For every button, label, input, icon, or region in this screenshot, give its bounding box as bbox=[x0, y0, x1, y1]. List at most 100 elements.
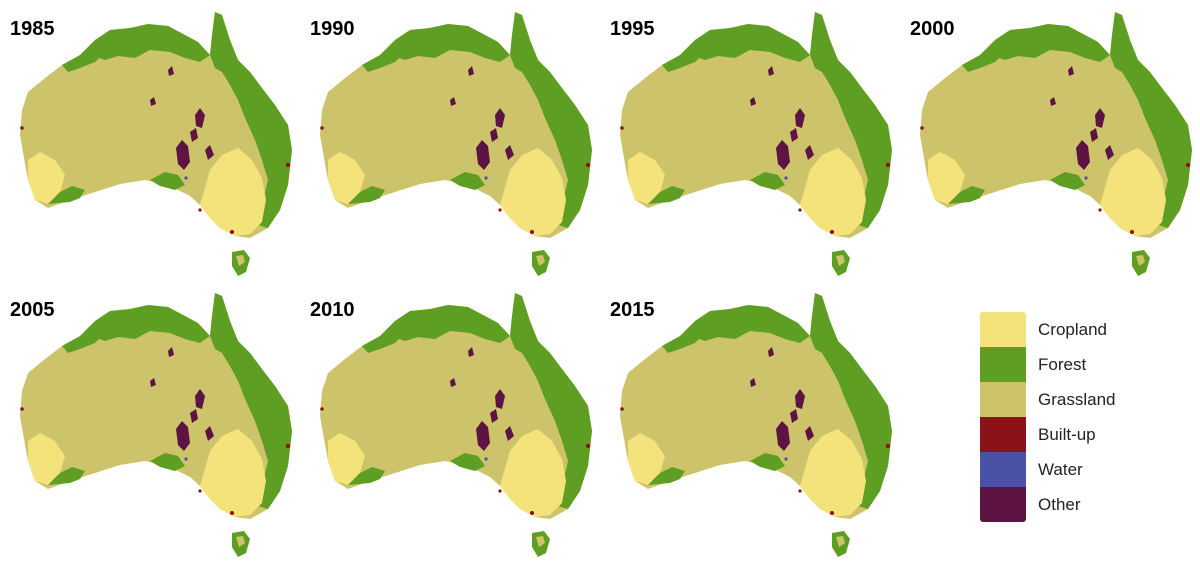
forest-northwest bbox=[62, 321, 105, 353]
other-land-patch-2 bbox=[795, 108, 805, 128]
legend-label-builtup: Built-up bbox=[1038, 425, 1096, 444]
other-land-patch-5 bbox=[750, 378, 756, 387]
built-up-site-1 bbox=[885, 162, 891, 168]
forest-northwest bbox=[362, 321, 405, 353]
australia-land-cover-map bbox=[320, 12, 592, 276]
built-up-site-4 bbox=[498, 489, 502, 493]
australia-land-cover-map bbox=[920, 12, 1192, 276]
other-land-patch-5 bbox=[150, 378, 156, 387]
other-land-patch-6 bbox=[768, 66, 774, 76]
forest-north bbox=[390, 24, 510, 62]
forest-north bbox=[690, 305, 810, 343]
year-label: 2005 bbox=[10, 299, 55, 321]
other-land-patch-3 bbox=[490, 128, 498, 142]
year-label: 1985 bbox=[10, 18, 55, 40]
tasmania-grassland bbox=[836, 536, 845, 547]
other-land-patch-6 bbox=[168, 347, 174, 357]
forest-north bbox=[390, 305, 510, 343]
australia-land-cover-map bbox=[620, 293, 892, 557]
australia-land-cover-map bbox=[320, 293, 592, 557]
cropland-southwest bbox=[628, 433, 665, 485]
cropland-southwest bbox=[628, 152, 665, 204]
water-body bbox=[784, 176, 788, 180]
year-label: 2000 bbox=[910, 18, 955, 40]
built-up-site-4 bbox=[1098, 208, 1102, 212]
forest-south bbox=[750, 172, 785, 190]
cropland-southeast bbox=[1100, 148, 1166, 236]
built-up-site-3 bbox=[620, 126, 624, 130]
built-up-site-1 bbox=[1185, 162, 1191, 168]
legend-swatch-forest bbox=[980, 347, 1026, 382]
other-land-patch-6 bbox=[1068, 66, 1074, 76]
legend-label-grassland: Grassland bbox=[1038, 390, 1116, 409]
other-land-patch-4 bbox=[205, 426, 214, 441]
cropland-southeast bbox=[200, 148, 266, 236]
built-up-site-4 bbox=[198, 489, 202, 493]
built-up-site-3 bbox=[920, 126, 924, 130]
other-land-patch-2 bbox=[495, 389, 505, 409]
forest-southwest bbox=[348, 186, 385, 204]
forest-east bbox=[210, 12, 292, 228]
map-panel-1990: 1990 bbox=[300, 0, 600, 281]
other-land-patch-6 bbox=[768, 347, 774, 357]
water-body bbox=[1084, 176, 1088, 180]
built-up-site-4 bbox=[198, 208, 202, 212]
water-body bbox=[184, 176, 188, 180]
forest-north bbox=[990, 24, 1110, 62]
built-up-site-3 bbox=[320, 126, 324, 130]
other-land-patch-1 bbox=[1076, 140, 1090, 170]
tasmania-grassland bbox=[836, 255, 845, 266]
forest-northwest bbox=[62, 40, 105, 72]
other-land-patch-5 bbox=[150, 97, 156, 106]
water-body bbox=[484, 457, 488, 461]
cropland-southeast bbox=[800, 148, 866, 236]
built-up-site-1 bbox=[585, 443, 591, 449]
water-body bbox=[484, 176, 488, 180]
forest-east bbox=[510, 12, 592, 228]
legend-swatch-cropland bbox=[980, 312, 1026, 347]
forest-southwest bbox=[948, 186, 985, 204]
forest-southwest bbox=[48, 186, 85, 204]
legend-label-water: Water bbox=[1038, 460, 1083, 479]
other-land-patch-4 bbox=[1105, 145, 1114, 160]
built-up-site-2 bbox=[230, 511, 234, 515]
tasmania-grassland bbox=[1136, 255, 1145, 266]
forest-southwest bbox=[348, 467, 385, 485]
built-up-site-1 bbox=[285, 443, 291, 449]
legend-label-cropland: Cropland bbox=[1038, 320, 1107, 339]
built-up-site-4 bbox=[798, 489, 802, 493]
other-land-patch-1 bbox=[176, 140, 190, 170]
legend-label-forest: Forest bbox=[1038, 355, 1087, 374]
tasmania-grassland bbox=[236, 255, 245, 266]
map-panel-2000: 2000 bbox=[900, 0, 1200, 281]
forest-south bbox=[450, 453, 485, 471]
cropland-southwest bbox=[928, 152, 965, 204]
other-land-patch-6 bbox=[468, 347, 474, 357]
other-land-patch-3 bbox=[1090, 128, 1098, 142]
built-up-site-3 bbox=[20, 407, 24, 411]
map-panel-2005: 2005 bbox=[0, 281, 300, 562]
other-land-patch-3 bbox=[790, 409, 798, 423]
other-land-patch-5 bbox=[750, 97, 756, 106]
forest-north bbox=[90, 24, 210, 62]
forest-northwest bbox=[662, 40, 705, 72]
forest-south bbox=[750, 453, 785, 471]
forest-northwest bbox=[362, 40, 405, 72]
other-land-patch-4 bbox=[805, 426, 814, 441]
built-up-site-4 bbox=[798, 208, 802, 212]
forest-south bbox=[450, 172, 485, 190]
other-land-patch-5 bbox=[450, 97, 456, 106]
other-land-patch-6 bbox=[168, 66, 174, 76]
other-land-patch-3 bbox=[490, 409, 498, 423]
other-land-patch-1 bbox=[476, 140, 490, 170]
other-land-patch-5 bbox=[450, 378, 456, 387]
map-panel-1985: 1985 bbox=[0, 0, 300, 281]
other-land-patch-3 bbox=[190, 409, 198, 423]
other-land-patch-4 bbox=[505, 145, 514, 160]
forest-east bbox=[210, 293, 292, 509]
year-label: 2015 bbox=[610, 299, 655, 321]
australia-land-cover-map bbox=[20, 12, 292, 276]
water-body bbox=[784, 457, 788, 461]
forest-south bbox=[1050, 172, 1085, 190]
cropland-southwest bbox=[28, 433, 65, 485]
